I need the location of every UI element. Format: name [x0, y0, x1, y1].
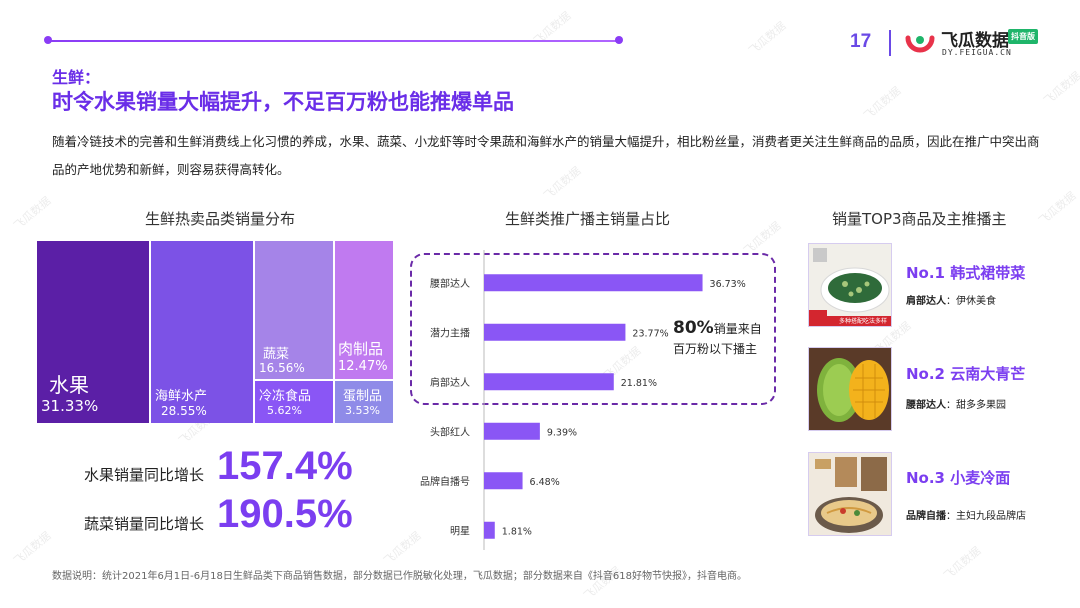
watermark: 飞瓜数据	[11, 529, 54, 568]
bar-value-label: 9.39%	[547, 427, 577, 438]
header-line-dot-left	[44, 36, 52, 44]
bar-value-label: 23.77%	[632, 328, 668, 339]
product-title-3: No.3 小麦冷面	[906, 469, 1011, 487]
feigua-logo-icon	[905, 35, 935, 53]
product-image-caption: 多种搭配吃法多样	[839, 318, 888, 325]
product-title-2: No.2 云南大青芒	[906, 365, 1026, 383]
product-image-2	[808, 347, 892, 431]
brand-url: DY.FEIGUA.CN	[942, 48, 1012, 57]
watermark: 飞瓜数据	[861, 84, 904, 123]
treemap-label: 冷冻食品	[259, 389, 312, 404]
treemap-value: 5.62%	[267, 404, 302, 417]
product-image-3	[808, 452, 892, 536]
product-host-2: 腰部达人：甜多多果园	[906, 400, 1006, 411]
host-type: 腰部达人	[906, 400, 946, 411]
treemap-cell-seafood: 海鲜水产 28.55%	[151, 241, 253, 423]
watermark: 飞瓜数据	[531, 9, 574, 48]
bar	[484, 373, 614, 391]
treemap-label: 肉制品	[338, 340, 384, 358]
bar-chart-annotation: 80%销量来自 百万粉以下播主	[673, 318, 762, 359]
bar	[484, 323, 626, 341]
treemap-value: 12.47%	[338, 359, 388, 374]
product-host-1: 肩部达人：伊休美食	[906, 296, 996, 307]
watermark: 飞瓜数据	[1036, 189, 1079, 228]
bar-value-label: 6.48%	[530, 477, 560, 488]
bar-category-label: 潜力主播	[430, 326, 470, 339]
annotation-percent: 80%	[673, 318, 714, 338]
top3-title: 销量TOP3商品及主推播主	[832, 210, 1007, 228]
brand-tag: 抖音版	[1008, 29, 1038, 44]
growth-value-vegetable: 190.5%	[217, 492, 353, 536]
mango-icon	[809, 348, 891, 430]
annotation-text-1: 销量来自	[713, 322, 762, 336]
treemap-value: 28.55%	[161, 404, 207, 418]
host-name: 主妇九段品牌店	[956, 511, 1026, 522]
treemap-value: 16.56%	[259, 361, 305, 375]
highlight-box	[410, 253, 776, 405]
bar-chart-title: 生鲜类推广播主销量占比	[505, 210, 671, 228]
bar-category-label: 明星	[450, 525, 470, 537]
bar-category-label: 腰部达人	[430, 277, 470, 290]
bar-chart: 腰部达人 36.73% 潜力主播 23.77% 肩部达人 21.81% 头部红人 9.39% 品…	[420, 250, 746, 550]
product-title-1: No.1 韩式裙带菜	[906, 264, 1026, 282]
watermark: 飞瓜数据	[746, 19, 789, 58]
bar-category-label: 头部红人	[430, 425, 470, 438]
bar-value-label: 21.81%	[621, 378, 657, 389]
page-number: 17	[850, 31, 872, 52]
treemap-cell-vegetable: 蔬菜 16.56%	[255, 241, 333, 379]
growth-label-fruit: 水果销量同比增长	[84, 466, 205, 484]
bar-category-label: 肩部达人	[430, 376, 470, 389]
growth-value-fruit: 157.4%	[217, 444, 353, 488]
treemap-cell-meat: 肉制品 12.47%	[335, 241, 393, 379]
bar	[484, 521, 495, 539]
bar	[484, 472, 523, 490]
treemap-cell-frozen: 冷冻食品 5.62%	[255, 381, 333, 423]
treemap-label: 海鲜水产	[155, 389, 208, 404]
host-type: 肩部达人	[906, 296, 946, 307]
page-title: 时令水果销量大幅提升，不足百万粉也能推爆单品	[52, 90, 514, 114]
treemap-label: 蔬菜	[263, 347, 290, 362]
treemap-label: 水果	[49, 373, 89, 397]
treemap-value: 3.53%	[345, 404, 380, 417]
intro-paragraph: 随着冷链技术的完善和生鲜消费线上化习惯的养成，水果、蔬菜、小龙虾等时令果蔬和海鲜…	[52, 134, 1040, 177]
footnote: 数据说明：统计2021年6月1日-6月18日生鲜品类下商品销售数据，部分数据已作…	[52, 571, 747, 582]
watermark: 飞瓜数据	[1041, 69, 1080, 108]
product-host-3: 品牌自播：主妇九段品牌店	[906, 511, 1026, 522]
seaweed-bowl-icon	[809, 244, 891, 326]
section-label: 生鲜：	[52, 68, 101, 87]
treemap-title: 生鲜热卖品类销量分布	[145, 210, 296, 228]
treemap-cell-egg: 蛋制品 3.53%	[335, 381, 393, 423]
treemap-value: 31.33%	[41, 397, 99, 415]
header-line-dot-right	[615, 36, 623, 44]
cold-noodles-icon	[809, 453, 891, 535]
bar-category-label: 品牌自播号	[420, 475, 470, 488]
header-divider	[889, 30, 891, 56]
brand-name: 飞瓜数据	[941, 31, 1009, 51]
header-line	[48, 40, 620, 42]
growth-label-vegetable: 蔬菜销量同比增长	[84, 515, 205, 533]
bar	[484, 274, 703, 292]
bar-value-label: 36.73%	[710, 279, 746, 290]
watermark: 飞瓜数据	[11, 194, 54, 233]
treemap-cell-fruit: 水果 31.33%	[37, 241, 149, 423]
host-name: 甜多多果园	[956, 400, 1006, 411]
treemap-label: 蛋制品	[343, 389, 383, 404]
watermark: 飞瓜数据	[941, 544, 984, 583]
bar-value-label: 1.81%	[502, 526, 532, 537]
host-type: 品牌自播	[906, 511, 946, 522]
annotation-text-2: 百万粉以下播主	[673, 342, 758, 356]
product-image-1: 多种搭配吃法多样	[808, 243, 892, 327]
host-name: 伊休美食	[956, 296, 996, 307]
bar	[484, 422, 540, 440]
